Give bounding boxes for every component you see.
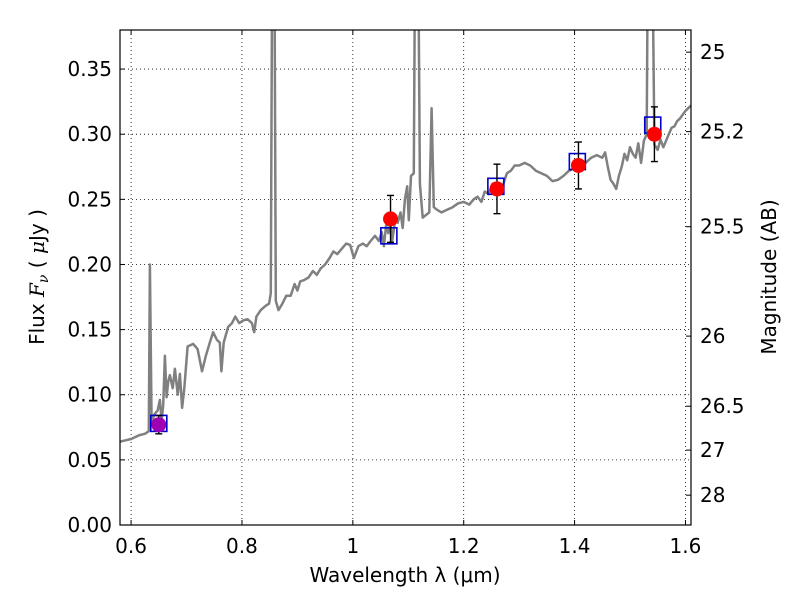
y-tick-label: 0.15 [67,318,112,342]
y-tick-label: 0.30 [67,122,112,146]
y-axis-label: Flux Fν ( μJy ) [25,209,52,345]
y-axis-label-part: F [25,282,49,298]
y-tick-label: 0.20 [67,252,112,276]
magnitude-tick-label: 25.5 [700,215,745,239]
observed-photometry-point [383,211,399,227]
magnitude-tick-label: 27 [700,438,725,462]
x-axis-label: Wavelength λ (μm) [309,563,500,587]
magnitude-tick-label: 25 [700,40,725,64]
magnitude-tick-label: 26 [700,324,725,348]
spectrum-line [120,30,691,443]
plot-frame [119,29,692,526]
y-tick-label: 0.25 [67,187,112,211]
y-tick-label: 0.00 [67,513,112,537]
axis-ticks: 0.6 0.8 1 1.2 1.4 1.6 0.00 0.05 0.10 0.15 0.20 0.25… [67,30,745,558]
observed-photometry-point [570,157,586,173]
spectrum-layer [120,30,691,443]
y-axis-label-part: Jy ) [25,209,49,243]
observed-photometry-point [646,126,662,142]
x-tick-label: 1.6 [670,534,702,558]
y-axis-label-part: Flux [25,297,49,345]
magnitude-tick-label: 26.5 [700,394,745,418]
x-tick-label: 1 [346,534,359,558]
x-tick-label: 1.2 [448,534,480,558]
y2-axis-label: Magnitude (AB) [757,199,781,354]
model-photometry-square [380,227,398,245]
grid [120,30,691,526]
photometry-layer [150,106,662,435]
y-tick-label: 0.10 [67,383,112,407]
x-tick-label: 0.8 [226,534,258,558]
x-tick-label: 0.6 [115,534,147,558]
magnitude-tick-label: 25.2 [700,120,745,144]
x-tick-label: 1.4 [559,534,591,558]
y-tick-label: 0.05 [67,448,112,472]
magnitude-tick-label: 28 [700,483,725,507]
observed-photometry-point [151,417,167,433]
y-tick-label: 0.35 [67,57,112,81]
y-axis-label-part: ( [25,254,49,275]
observed-photometry-point [489,181,505,197]
y-axis-label-part: ν [36,274,52,283]
y-axis-label-part: μ [25,241,49,254]
